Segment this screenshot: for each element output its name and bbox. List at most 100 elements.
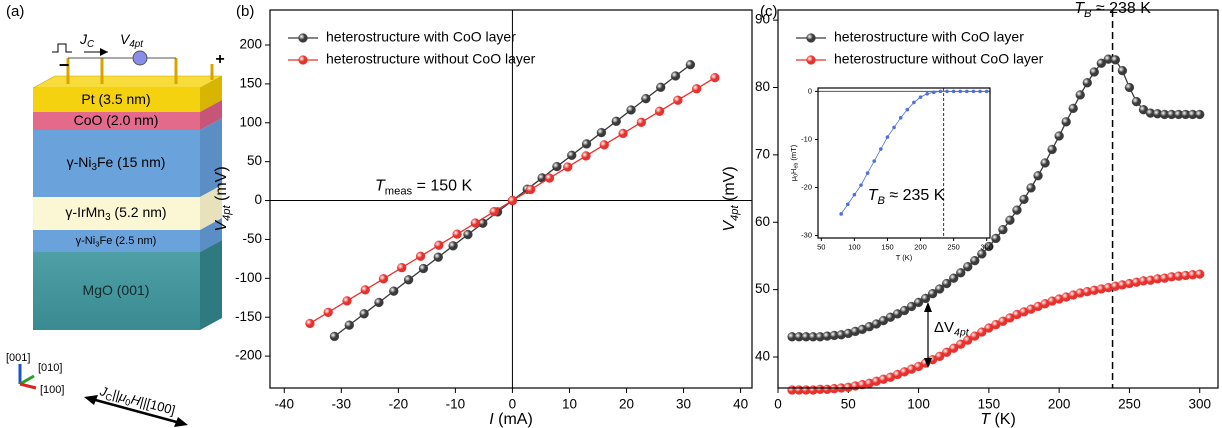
y-tick-label: -50 bbox=[242, 231, 262, 246]
layer-label: Pt (3.5 nm) bbox=[81, 91, 150, 107]
data-point bbox=[1117, 65, 1128, 76]
text-part: 3 bbox=[91, 162, 97, 173]
y-tick-label: -100 bbox=[235, 270, 262, 285]
voltage-label: V4pt bbox=[120, 31, 144, 50]
side-coo bbox=[200, 100, 222, 130]
layer-nife bbox=[33, 130, 200, 197]
x-axis-label: T (K) bbox=[980, 411, 1016, 428]
text-part: I bbox=[489, 411, 494, 428]
data-point bbox=[998, 225, 1008, 235]
data-point bbox=[970, 256, 980, 266]
y-tick-label: 50 bbox=[247, 153, 262, 168]
data-point bbox=[507, 195, 518, 206]
data-point bbox=[1089, 67, 1099, 77]
panel-label: (a) bbox=[6, 3, 24, 20]
plot-frame bbox=[777, 9, 1219, 389]
data-point bbox=[956, 339, 966, 349]
data-point bbox=[1033, 171, 1043, 181]
data-point bbox=[977, 327, 987, 337]
arrowhead bbox=[100, 48, 108, 56]
data-point bbox=[670, 71, 681, 81]
text-part: ||[100] bbox=[138, 394, 176, 418]
y-tick-label: -20 bbox=[801, 183, 812, 192]
panel-label: (c) bbox=[760, 3, 778, 20]
data-point bbox=[1047, 144, 1057, 155]
y-tick-label: 80 bbox=[755, 79, 770, 94]
text-part: (5.2 nm) bbox=[111, 204, 167, 220]
data-point bbox=[618, 128, 628, 139]
layer-label: γ-Ni3Fe (2.5 nm) bbox=[76, 235, 157, 248]
annotation: Tmeas = 150 K bbox=[375, 178, 473, 198]
x-tick-label: 20 bbox=[619, 397, 634, 412]
x-tick-label: 50 bbox=[841, 397, 856, 412]
y-tick-label: -150 bbox=[235, 309, 262, 324]
text-part: ≈ 235 K bbox=[885, 187, 945, 204]
text-part: T bbox=[896, 253, 901, 262]
x-tick-label: 10 bbox=[562, 397, 577, 412]
data-point bbox=[1195, 269, 1205, 279]
text-part: T bbox=[868, 187, 879, 204]
voltmeter bbox=[132, 50, 148, 66]
data-point bbox=[885, 135, 890, 139]
data-point bbox=[378, 274, 389, 284]
y-axis-label: V4pt (mV) bbox=[213, 166, 233, 231]
data-point bbox=[971, 89, 976, 94]
side-irmn bbox=[200, 185, 222, 230]
data-point bbox=[636, 117, 646, 127]
data-point bbox=[544, 173, 555, 183]
data-point bbox=[434, 240, 444, 250]
y-tick-label: -200 bbox=[235, 348, 262, 363]
y-tick-label: -10 bbox=[801, 134, 812, 143]
y-tick-label: 40 bbox=[755, 349, 770, 364]
data-point bbox=[852, 192, 857, 197]
data-point bbox=[1124, 82, 1135, 93]
arrowhead bbox=[174, 417, 188, 427]
data-point bbox=[942, 347, 952, 357]
data-point bbox=[1082, 78, 1092, 88]
x-tick-label: 300 bbox=[980, 243, 993, 252]
arrowhead bbox=[924, 302, 932, 312]
text-part: V bbox=[213, 220, 230, 232]
layer-irmn bbox=[33, 197, 200, 230]
data-point bbox=[305, 318, 315, 329]
data-point bbox=[991, 233, 1001, 244]
y-tick-label: 50 bbox=[755, 281, 770, 296]
y-tick-label: 150 bbox=[239, 75, 262, 90]
layer-nife-thin bbox=[33, 230, 200, 252]
text-part: (mV) bbox=[721, 166, 738, 205]
text-part: 0 bbox=[124, 397, 131, 408]
text-part: 4pt bbox=[729, 205, 741, 221]
data-point bbox=[452, 229, 462, 239]
text-part: (K) bbox=[900, 253, 913, 262]
data-point bbox=[599, 140, 609, 150]
data-point bbox=[1061, 117, 1071, 127]
x-tick-label: 40 bbox=[733, 397, 748, 412]
data-point bbox=[1012, 205, 1022, 215]
x-tick-label: 300 bbox=[1188, 397, 1211, 412]
text-part: 4pt bbox=[221, 205, 233, 221]
text-part: (mT) bbox=[789, 144, 798, 162]
x-tick-label: 50 bbox=[817, 243, 825, 252]
minus-sign: − bbox=[59, 55, 70, 75]
y-tick-label: 90 bbox=[755, 12, 770, 27]
data-point bbox=[656, 82, 666, 92]
data-point bbox=[329, 331, 340, 342]
data-point bbox=[984, 89, 989, 94]
axis-010 bbox=[19, 374, 35, 386]
y-tick-label: -30 bbox=[801, 231, 812, 240]
text-part: = 150 K bbox=[412, 178, 472, 195]
data-point bbox=[611, 116, 621, 126]
text-part: ≈ 238 K bbox=[1091, 0, 1151, 17]
data-point bbox=[563, 162, 573, 172]
arrowhead bbox=[84, 395, 98, 405]
text-part: 4pt bbox=[954, 326, 970, 338]
pulse bbox=[52, 43, 72, 53]
data-point bbox=[872, 159, 877, 163]
text-part: T bbox=[375, 178, 386, 195]
data-point bbox=[433, 252, 443, 262]
data-point bbox=[963, 262, 973, 272]
plot-frame bbox=[817, 87, 991, 239]
x-axis-label: I (mA) bbox=[489, 411, 533, 428]
data-point bbox=[1040, 158, 1050, 168]
